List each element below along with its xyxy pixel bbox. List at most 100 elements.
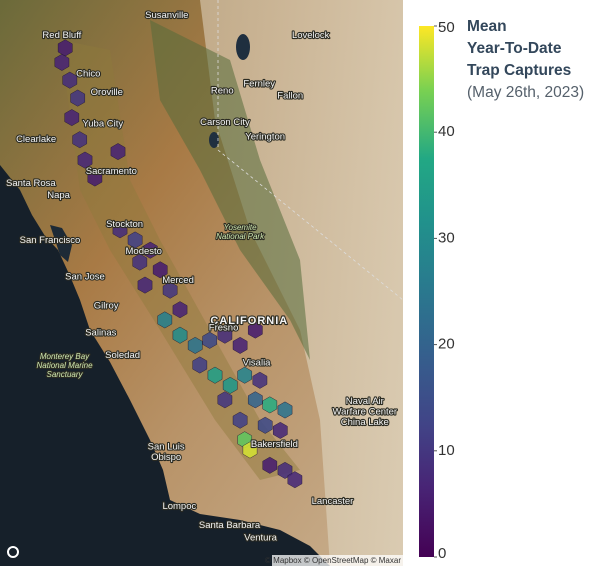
place-label: Reno	[211, 85, 234, 96]
place-label: Lancaster	[312, 496, 354, 507]
hexbin	[273, 421, 288, 439]
mapbox-logo	[7, 546, 19, 558]
colorbar-title: Year-To-Date	[467, 40, 562, 57]
hexbin	[77, 151, 93, 169]
place-label: Napa	[47, 190, 70, 201]
hexbin	[157, 311, 173, 329]
place-label: Red Bluff	[42, 30, 81, 41]
colorbar-tick-label: 20	[438, 336, 455, 353]
place-label: Obispo	[151, 452, 181, 463]
bay	[50, 225, 72, 262]
hexbin	[87, 169, 103, 187]
colorbar-tick-label: 10	[438, 442, 455, 459]
hexbin	[207, 366, 223, 384]
hexbin	[262, 396, 278, 414]
state-border	[217, 149, 403, 301]
hexbin	[54, 53, 70, 71]
hexbin	[192, 356, 208, 374]
hexbin	[187, 336, 203, 354]
place-label: Lompoc	[162, 501, 196, 512]
colorbar-title: Trap Captures	[467, 62, 571, 79]
place-label: Yuba City	[82, 119, 123, 130]
place-label: Susanville	[145, 10, 188, 21]
place-label: Sanctuary	[47, 370, 84, 379]
hexbin	[287, 471, 303, 489]
place-label: Fernley	[243, 79, 275, 90]
hexbin	[242, 441, 258, 459]
lake	[236, 34, 250, 60]
hexbin	[127, 231, 143, 249]
colorbar-tick-label: 30	[438, 229, 455, 246]
place-label: Chico	[76, 68, 100, 79]
place-label: Oroville	[91, 87, 123, 98]
hexbin	[132, 253, 148, 271]
place-label: San Jose	[65, 272, 105, 283]
hexbin	[252, 371, 268, 389]
hexbin	[202, 331, 218, 349]
hexbin	[247, 321, 263, 339]
place-label: Yosemite	[224, 223, 257, 232]
attribution: © Mapbox © OpenStreetMap © Maxar	[265, 556, 401, 565]
ocean	[0, 165, 330, 566]
place-label: China Lake	[341, 417, 389, 428]
place-label: Visalia	[243, 357, 272, 368]
colorbar-tick-label: 50	[438, 19, 455, 36]
basemap: Susanville Red Bluff Lovelock Chico Oroville…	[0, 0, 403, 566]
hexbin	[72, 131, 88, 149]
lake	[209, 132, 219, 148]
hexbin-layer	[54, 39, 303, 489]
hexbin	[64, 109, 80, 127]
hexbin	[152, 261, 168, 279]
colorbar-tick-label: 0	[438, 545, 446, 562]
place-label: Sacramento	[86, 166, 137, 177]
place-label: National Park	[216, 232, 265, 241]
place-label: National Marine	[37, 361, 94, 370]
hexbin	[217, 326, 233, 344]
place-label: Bakersfield	[251, 439, 298, 450]
colorbar: Mean Year-To-Date Trap Captures (May 26t…	[419, 18, 584, 562]
place-label: Modesto	[126, 246, 162, 257]
hexbin	[277, 401, 293, 419]
hexbin	[110, 143, 126, 161]
place-label: Warfare Center	[333, 407, 398, 418]
place-label: Salinas	[85, 328, 116, 339]
hexbin	[172, 301, 188, 319]
place-label: Soledad	[105, 350, 140, 361]
hexbin	[232, 336, 248, 354]
hexbin	[277, 461, 293, 479]
place-label: Fallon	[277, 91, 303, 102]
hexbin	[222, 376, 238, 394]
place-label: Santa Rosa	[6, 178, 56, 189]
place-label: Carson City	[200, 117, 250, 128]
hexbin	[257, 416, 273, 434]
hexbin	[247, 391, 263, 409]
place-label: Naval Air	[346, 396, 384, 407]
place-label: Ventura	[244, 533, 277, 544]
hexbin	[217, 391, 233, 409]
hexbin	[162, 281, 178, 299]
place-label: Monterey Bay	[40, 352, 90, 361]
hexbin	[262, 456, 278, 474]
sierra-forest	[150, 20, 310, 360]
hexbin	[172, 326, 188, 344]
place-label: Santa Barbara	[199, 520, 261, 531]
place-label: Yerington	[245, 131, 285, 142]
hexbin	[142, 241, 158, 259]
colorbar-tick-label: 40	[438, 123, 455, 140]
place-label: Merced	[162, 275, 194, 286]
hexbin	[70, 89, 86, 107]
colorbar-gradient	[419, 26, 434, 557]
place-label: Gilroy	[94, 300, 119, 311]
hexbin	[137, 276, 153, 294]
place-label: Clearlake	[16, 134, 56, 145]
place-label: CALIFORNIA	[210, 315, 288, 327]
hexbin	[112, 221, 128, 239]
hexbin	[237, 366, 253, 384]
place-label: Lovelock	[292, 30, 330, 41]
colorbar-title: Mean	[467, 18, 507, 35]
place-label: San Francisco	[20, 235, 81, 246]
attribution-bg	[272, 555, 403, 566]
place-label: Fresno	[209, 323, 239, 334]
